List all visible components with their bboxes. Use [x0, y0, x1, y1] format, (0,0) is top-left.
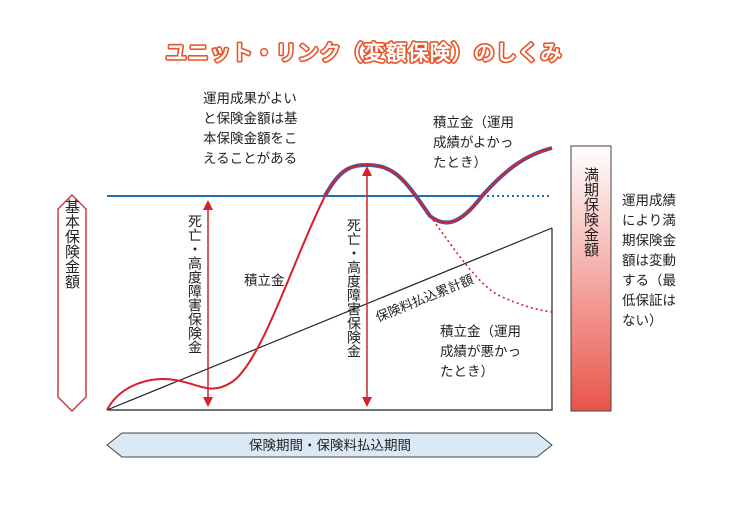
chart-frame: [107, 228, 553, 411]
svg-text:により満: により満: [622, 213, 676, 229]
svg-text:低保証は: 低保証は: [622, 293, 676, 309]
note-top: 運用成果がよい と保険金額は基 本保険金額をこ えることがある: [203, 91, 298, 167]
svg-text:額は変動: 額は変動: [622, 252, 676, 269]
svg-text:本保険金額をこ: 本保険金額をこ: [203, 131, 298, 147]
svg-text:運用成果がよい: 運用成果がよい: [203, 91, 297, 107]
note-right: 運用成績 により満 期保険金 額は変動 する（最 低保証は ない）: [622, 193, 676, 329]
death-benefit-label-1: 死亡・高度障害保険金: [186, 214, 202, 354]
svg-text:と保険金額は基: と保険金額は基: [203, 110, 298, 127]
svg-text:運用成績: 運用成績: [622, 193, 676, 209]
svg-text:ない）: ない）: [622, 313, 663, 329]
svg-text:たとき）: たとき）: [433, 155, 487, 171]
death-benefit-label-2: 死亡・高度障害保険金: [345, 218, 361, 358]
premium-total-line: [106, 227, 553, 411]
svg-text:成績が悪かっ: 成績が悪かっ: [440, 344, 521, 360]
svg-text:積立金（運用: 積立金（運用: [440, 324, 521, 340]
maturity-amount-box: [570, 145, 612, 412]
maturity-amount-label: 満期保険金額: [582, 167, 600, 257]
note-bad-performance: 積立金（運用 成績が悪かっ たとき）: [440, 324, 521, 380]
period-bar: [106, 432, 553, 458]
svg-text:積立金（運用: 積立金（運用: [433, 115, 514, 131]
note-good-performance: 積立金（運用 成績がよかっ たとき）: [433, 115, 514, 171]
svg-text:成績がよかっ: 成績がよかっ: [433, 135, 513, 151]
svg-text:たとき）: たとき）: [440, 364, 494, 380]
reserve-curve: [106, 147, 553, 411]
svg-text:えることがある: えることがある: [203, 151, 297, 167]
svg-text:期保険金: 期保険金: [622, 233, 676, 249]
basic-insured-amount-box: [57, 194, 87, 412]
svg-text:する（最: する（最: [622, 273, 676, 289]
diagram-title: ユニット・リンク（変額保険）のしくみ: [166, 41, 563, 65]
basic-insured-amount-label: 基本保険金額: [63, 199, 81, 289]
reserve-label: 積立金: [244, 273, 285, 289]
period-label: 保険期間・保険料払込期間: [249, 438, 411, 454]
